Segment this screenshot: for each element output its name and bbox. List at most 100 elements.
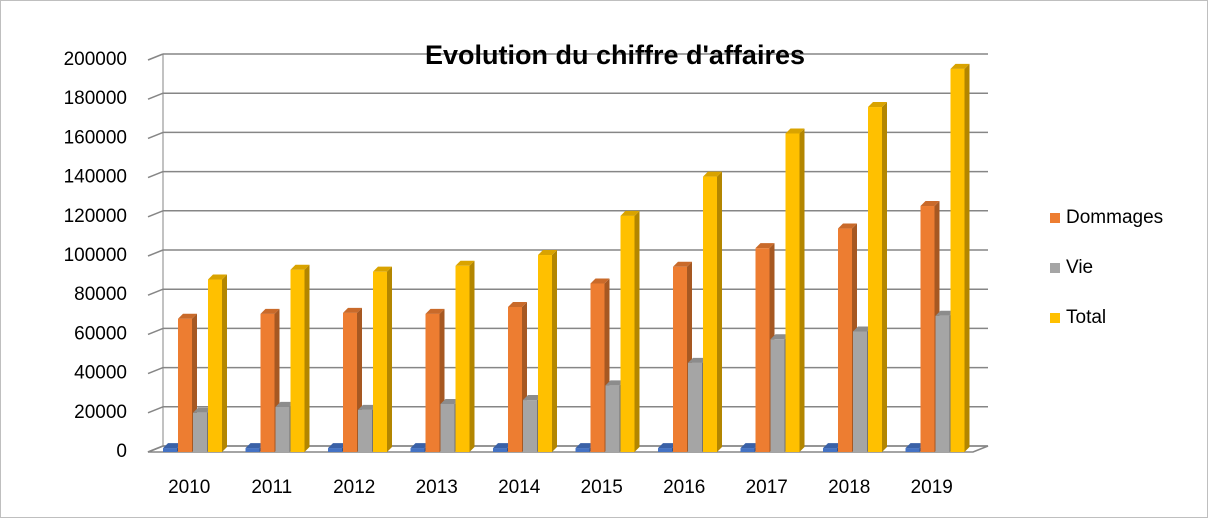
bar-top xyxy=(208,274,227,280)
bar-front xyxy=(605,385,620,452)
bar-top xyxy=(343,307,362,313)
x-tick-label: 2014 xyxy=(498,477,541,498)
bar-side xyxy=(222,274,227,452)
grid-line xyxy=(147,170,164,179)
legend-swatch xyxy=(1050,313,1060,323)
bar-front xyxy=(920,206,935,452)
bar-front xyxy=(703,176,717,452)
bar-top xyxy=(620,210,640,216)
bar-front xyxy=(455,265,470,452)
bar-front xyxy=(193,412,207,452)
x-tick-label: 2010 xyxy=(168,477,210,498)
bar-front xyxy=(343,312,357,452)
bar-front xyxy=(538,255,552,452)
bar-top xyxy=(703,171,722,177)
bar-front xyxy=(740,448,755,452)
legend-swatch xyxy=(1050,213,1060,223)
legend-swatch xyxy=(1050,263,1060,273)
bar-front xyxy=(868,107,882,452)
bar-top xyxy=(260,308,280,314)
bar-front xyxy=(163,448,177,452)
bar-top xyxy=(590,278,610,284)
bar-front xyxy=(823,448,837,452)
bar-front xyxy=(688,362,702,452)
grid-line xyxy=(147,406,164,414)
bar-front xyxy=(260,313,275,452)
bar-top xyxy=(785,128,805,134)
bar-top xyxy=(575,443,595,449)
grid-line xyxy=(147,92,164,100)
bar-front xyxy=(373,271,387,452)
x-tick-label: 2018 xyxy=(828,477,870,498)
bar-front xyxy=(838,228,852,452)
grid-line xyxy=(147,249,164,257)
bar-top xyxy=(755,243,775,249)
bar-top xyxy=(658,443,677,449)
chart-title: Evolution du chiffre d'affaires xyxy=(425,40,805,70)
y-tick-label: 200000 xyxy=(64,49,127,70)
bar-side xyxy=(304,264,310,452)
y-tick-label: 100000 xyxy=(64,245,127,266)
bar-front xyxy=(853,331,867,452)
bar-side xyxy=(964,63,970,452)
bar-side xyxy=(387,266,392,452)
bar-front xyxy=(425,313,440,452)
bar-side xyxy=(469,260,475,452)
bar-top xyxy=(245,443,265,449)
bar xyxy=(950,63,970,452)
y-tick-label: 60000 xyxy=(74,323,127,344)
bar-front xyxy=(785,133,800,452)
grid-line xyxy=(147,366,164,375)
bar-front xyxy=(328,448,342,452)
grid-line xyxy=(147,131,164,140)
bar-front xyxy=(275,406,290,452)
legend-label: Dommages xyxy=(1066,207,1163,228)
bar-side xyxy=(882,102,887,452)
grid-line xyxy=(147,210,164,218)
bar-top xyxy=(290,264,310,270)
bar-front xyxy=(673,266,687,452)
bar xyxy=(868,102,887,452)
bar-front xyxy=(493,448,507,452)
bar-top xyxy=(740,443,760,449)
bar-front xyxy=(523,400,537,452)
bar-top xyxy=(508,301,527,307)
bar-front xyxy=(178,318,192,452)
bar xyxy=(620,210,640,452)
bar-front xyxy=(755,248,770,452)
bar-side xyxy=(634,210,640,452)
bar-top xyxy=(688,357,707,363)
x-tick-label: 2012 xyxy=(333,477,375,498)
bar xyxy=(538,250,557,452)
bar xyxy=(703,171,722,452)
y-tick-label: 160000 xyxy=(64,127,127,148)
bar-top xyxy=(178,313,197,319)
bar-top xyxy=(838,223,857,229)
bar-top xyxy=(673,261,692,267)
bar-top xyxy=(410,443,430,449)
bar-front xyxy=(905,448,920,452)
x-tick-label: 2013 xyxy=(416,477,458,498)
bar-side xyxy=(799,128,805,452)
bar-side xyxy=(717,171,722,452)
bar-front xyxy=(620,215,635,452)
bar-top xyxy=(770,334,790,340)
bar-front xyxy=(950,68,965,452)
x-tick-label: 2015 xyxy=(581,477,623,498)
y-tick-label: 0 xyxy=(116,441,127,462)
bar xyxy=(785,128,805,452)
bar-top xyxy=(358,404,377,410)
bar-top xyxy=(163,443,182,449)
x-tick-label: 2011 xyxy=(251,477,292,498)
bar-front xyxy=(590,283,605,452)
bar-top xyxy=(823,443,842,449)
bar-top xyxy=(493,443,512,449)
bar-top xyxy=(853,326,872,332)
y-tick-label: 180000 xyxy=(64,88,127,109)
y-tick-label: 40000 xyxy=(74,363,127,384)
y-tick-label: 80000 xyxy=(74,284,127,305)
y-tick-label: 120000 xyxy=(64,206,127,227)
bar-front xyxy=(658,448,672,452)
bar-front xyxy=(290,269,305,452)
